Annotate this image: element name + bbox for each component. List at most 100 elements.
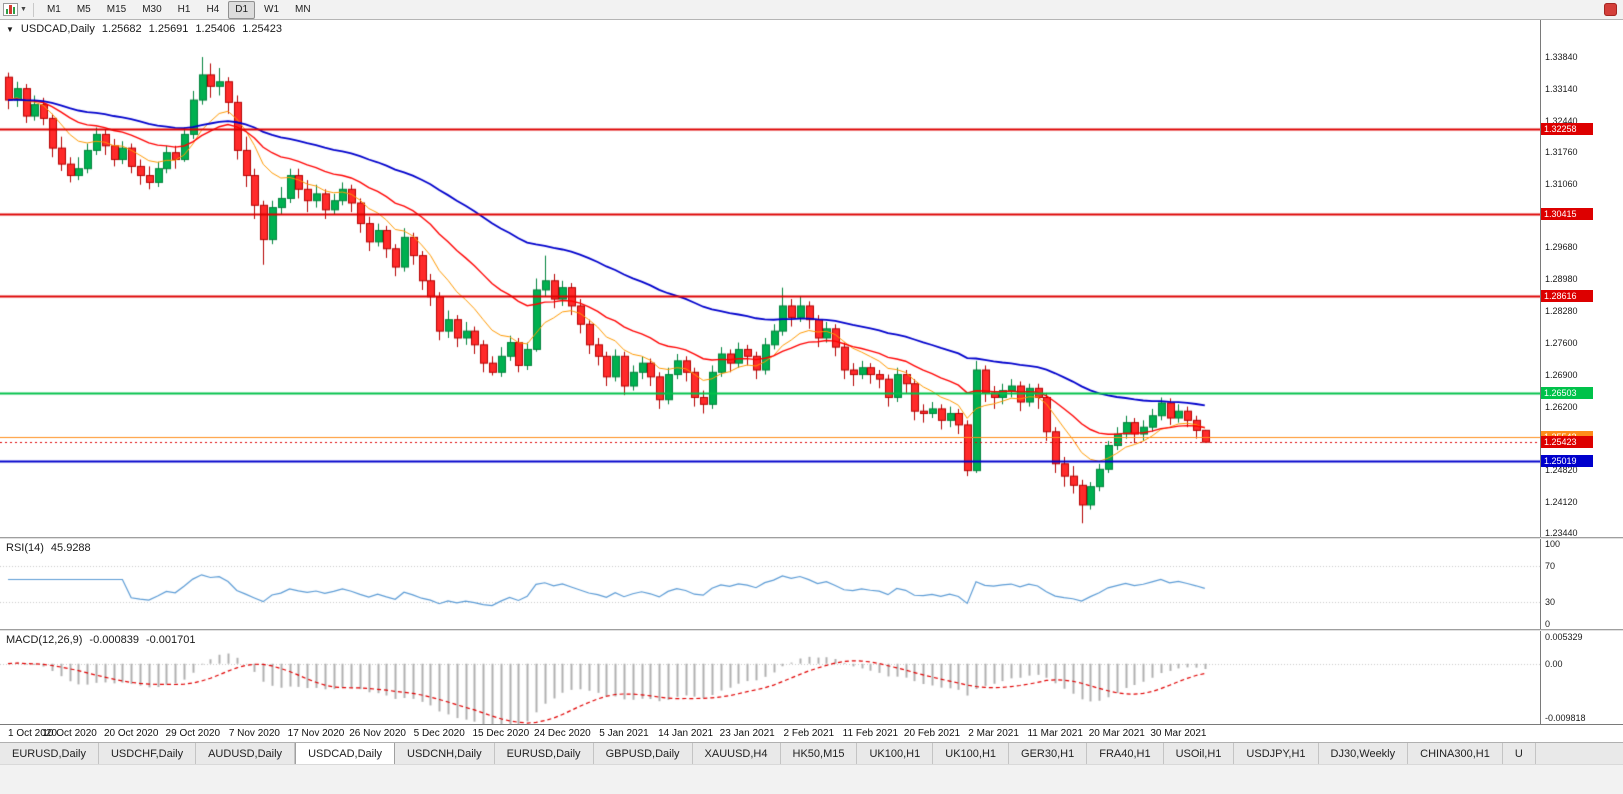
date-axis-label: 15 Dec 2020 [472,728,530,739]
chart-tab-u[interactable]: U [1503,743,1536,764]
date-axis-label: 17 Nov 2020 [287,728,345,739]
macd-axis-label: 0.00 [1545,658,1563,669]
price-axis[interactable]: 1.338401.331401.324401.317601.310601.303… [1540,20,1623,537]
date-axis-label: 30 Mar 2021 [1150,728,1207,739]
macd-pane[interactable]: MACD(12,26,9) -0.000839 -0.001701 [0,631,1540,724]
date-axis-label: 29 Oct 2020 [165,728,221,739]
date-axis-label: 11 Feb 2021 [842,728,899,739]
chart-tab-bar: EURUSD,Daily USDCHF,Daily AUDUSD,Daily USDC… [0,742,1623,764]
date-axis-label: 24 Dec 2020 [534,728,591,739]
chart-menu-icon-bar [9,5,12,14]
alert-icon[interactable] [1604,3,1617,16]
timeframe-button-m5[interactable]: M5 [76,3,91,15]
chart-tab-dj30-weekly[interactable]: DJ30,Weekly [1319,743,1409,764]
timeframe-button-d1[interactable]: D1 [228,0,256,19]
chart-tab-usdcad-daily[interactable]: USDCAD,Daily [295,743,396,764]
macd-title: MACD(12,26,9) -0.000839 -0.001701 [6,634,196,646]
chart-tab-audusd-daily[interactable]: AUDUSD,Daily [196,743,296,764]
hline-price-tag[interactable]: 1.26503 [1541,386,1593,399]
date-axis-label: 5 Dec 2020 [413,728,465,739]
date-axis-label: 7 Nov 2020 [228,728,280,739]
timeframe-button-h4[interactable]: H4 [206,3,220,15]
chart-menu-icon-bar [6,9,9,14]
date-axis-label: 20 Feb 2021 [903,728,961,739]
price-axis-label: 1.26200 [1545,401,1578,412]
price-axis-label: 1.31760 [1545,147,1578,158]
price-axis-label: 1.24820 [1545,464,1578,475]
collapse-icon[interactable]: ▼ [6,25,14,34]
pane-splitter[interactable] [0,629,1623,631]
price-axis-label: 1.26900 [1545,369,1578,380]
date-axis-label: 2 Mar 2021 [968,728,1019,739]
date-axis-label: 26 Nov 2020 [349,728,406,739]
hline-price-tag[interactable]: 1.28616 [1541,290,1593,303]
date-axis-label: 11 Mar 2021 [1027,728,1083,739]
rsi-axis-label: 30 [1545,597,1556,607]
chart-tab-eurusd-daily[interactable]: EURUSD,Daily [495,743,594,764]
rsi-axis-label: 100 [1545,539,1561,549]
date-axis-label: 23 Jan 2021 [719,728,775,739]
macd-axis-label: 0.005329 [1545,632,1583,642]
date-axis-label: 20 Oct 2020 [103,728,159,739]
chart-tab-fra40-h1[interactable]: FRA40,H1 [1087,743,1164,764]
chart-tab-gbpusd-daily[interactable]: GBPUSD,Daily [594,743,693,764]
price-axis-label: 1.29680 [1545,242,1578,253]
hline-price-tag[interactable]: 1.32258 [1541,123,1593,136]
date-axis-label: 5 Jan 2021 [599,728,649,739]
price-axis-label: 1.24120 [1545,496,1578,507]
timeframe-button-h1[interactable]: H1 [177,3,191,15]
macd-axis-label: -0.009818 [1545,713,1586,723]
macd-axis[interactable]: 0.005329 0.00 -0.009818 [1540,631,1623,724]
status-strip [0,764,1623,794]
date-axis-label: 10 Oct 2020 [42,728,97,739]
hline-price-tag[interactable]: 1.25019 [1541,454,1593,467]
rsi-axis-label: 0 [1545,619,1551,629]
chart-menu-icon-bar [12,7,15,14]
macd-signal-value: -0.001701 [145,634,196,646]
rsi-label: RSI(14) [6,542,44,554]
rsi-title: RSI(14) 45.9288 [6,542,91,554]
price-axis-label: 1.23440 [1545,527,1578,537]
macd-label: MACD(12,26,9) [6,634,83,646]
price-axis-label: 1.33840 [1545,52,1578,63]
pane-splitter[interactable] [0,537,1623,539]
rsi-chart-canvas[interactable] [0,539,1540,629]
timeframe-button-m1[interactable]: M1 [46,3,61,15]
rsi-value: 45.9288 [50,542,91,554]
timeframe-button-group: M1 M5 M15 M30 H1 H4 D1 W1 MN [39,0,319,19]
macd-main-value: -0.000839 [89,634,139,646]
rsi-axis-label: 70 [1545,561,1556,571]
date-axis-label: 2 Feb 2021 [783,728,835,739]
chart-tab-usdjpy-h1[interactable]: USDJPY,H1 [1234,743,1319,764]
symbol-label: USDCAD,Daily [20,23,95,35]
timeframe-button-m15[interactable]: M15 [106,3,127,15]
toolbar-divider [32,2,34,17]
price-axis-label: 1.28980 [1545,274,1578,285]
chart-tab-china300-h1[interactable]: CHINA300,H1 [1408,743,1503,764]
rsi-axis[interactable]: 100 70 30 0 [1540,539,1623,629]
timeframe-button-mn[interactable]: MN [295,3,311,15]
price-chart-canvas[interactable] [0,20,1540,537]
chart-tab-xauusd-h4[interactable]: XAUUSD,H4 [693,743,781,764]
chart-menu-icon[interactable] [3,3,18,16]
chart-tab-usdchf-daily[interactable]: USDCHF,Daily [99,743,197,764]
chart-tab-uk100-h1[interactable]: UK100,H1 [857,743,934,764]
price-axis-label: 1.28280 [1545,306,1578,317]
chart-tab-hk50-m15[interactable]: HK50,M15 [781,743,858,764]
hline-price-tag[interactable]: 1.30415 [1541,207,1593,220]
timeframe-button-w1[interactable]: W1 [264,3,280,15]
price-pane[interactable]: ▼ USDCAD,Daily 1.25682 1.25691 1.25406 1… [0,20,1540,537]
date-axis-label: 1 Oct 2020 [8,728,57,739]
chart-tab-usoil-h1[interactable]: USOil,H1 [1164,743,1235,764]
chart-title: ▼ USDCAD,Daily 1.25682 1.25691 1.25406 1… [6,23,282,35]
chart-tab-eurusd-daily[interactable]: EURUSD,Daily [0,743,99,764]
date-axis[interactable]: 1 Oct 2020 10 Oct 2020 20 Oct 2020 29 Oct 2… [0,724,1623,742]
chevron-down-icon[interactable]: ▼ [20,6,27,13]
chart-tab-usdcnh-daily[interactable]: USDCNH,Daily [395,743,495,764]
chart-tab-ger30-h1[interactable]: GER30,H1 [1009,743,1088,764]
chart-tab-uk100-h1[interactable]: UK100,H1 [933,743,1010,764]
rsi-pane[interactable]: RSI(14) 45.9288 [0,539,1540,629]
price-axis-label: 1.33140 [1545,84,1578,95]
timeframe-button-m30[interactable]: M30 [142,3,162,15]
macd-chart-canvas[interactable] [0,631,1540,724]
